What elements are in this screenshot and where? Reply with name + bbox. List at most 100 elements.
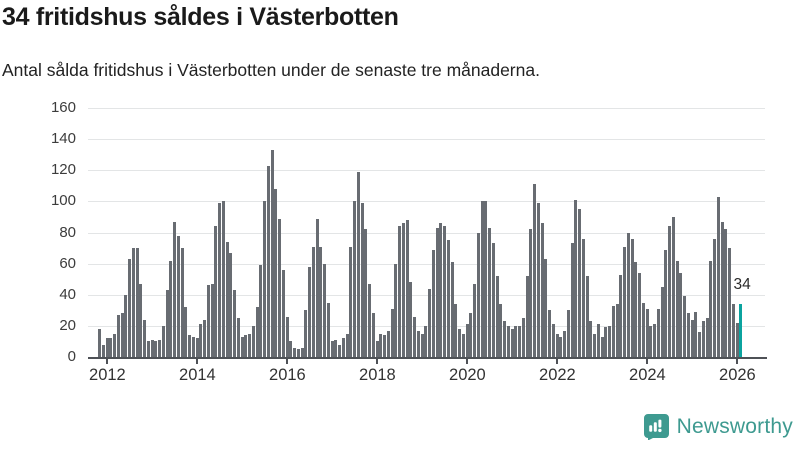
x-tick-label: 2020 <box>449 366 486 384</box>
bar <box>124 294 128 357</box>
bar <box>349 246 353 357</box>
bar <box>420 333 424 357</box>
bar <box>371 313 375 357</box>
bar <box>319 246 323 357</box>
bar <box>368 283 371 357</box>
bar <box>675 260 679 357</box>
bar <box>165 290 169 357</box>
bar <box>413 316 416 357</box>
gridline <box>88 232 765 234</box>
bar <box>510 329 514 357</box>
bar <box>544 258 548 357</box>
bar <box>679 272 683 357</box>
bar <box>630 238 634 357</box>
y-tick-label: 80 <box>59 223 76 241</box>
bar <box>495 276 499 357</box>
bar <box>443 226 446 357</box>
bar <box>98 329 101 357</box>
x-tick-label: 2022 <box>539 366 576 384</box>
bar <box>206 285 210 357</box>
newsworthy-brand-name: Newsworthy <box>676 414 793 438</box>
last-value-label: 34 <box>733 276 751 294</box>
bar <box>364 229 368 357</box>
bar <box>585 276 589 357</box>
bar <box>439 223 443 357</box>
newsworthy-brand-icon <box>643 414 669 440</box>
x-tick-label: 2024 <box>629 366 666 384</box>
bar <box>660 286 664 357</box>
bar <box>656 308 660 357</box>
bar <box>424 325 428 357</box>
bar <box>191 336 195 357</box>
bar <box>105 338 109 357</box>
bar <box>184 307 188 357</box>
x-tick-label: 2012 <box>89 366 126 384</box>
x-tick <box>106 359 109 364</box>
x-tick <box>376 359 379 364</box>
bar <box>131 248 135 357</box>
bar <box>281 269 285 357</box>
newsworthy-logo[interactable]: Newsworthy <box>643 413 793 440</box>
bar <box>161 325 165 357</box>
bar <box>731 304 735 357</box>
bar <box>626 232 630 357</box>
bar <box>480 201 484 357</box>
bar <box>244 335 248 357</box>
bar <box>383 335 386 357</box>
bar <box>574 199 578 357</box>
bar <box>581 238 585 357</box>
bar <box>289 341 293 357</box>
bar <box>735 322 739 357</box>
bar <box>589 321 593 357</box>
bar <box>454 304 458 357</box>
bar <box>570 243 574 357</box>
bar <box>716 196 720 357</box>
bar <box>173 221 176 357</box>
bar <box>210 283 214 357</box>
x-tick <box>286 359 289 364</box>
x-tick-label: 2014 <box>179 366 216 384</box>
bar <box>701 321 705 357</box>
y-tick-label: 0 <box>67 348 76 365</box>
bar <box>251 325 255 357</box>
bar <box>360 202 364 357</box>
bar <box>195 338 199 357</box>
bar <box>109 338 113 357</box>
bar <box>540 223 544 357</box>
bar <box>615 304 619 357</box>
bar <box>353 201 356 357</box>
bar <box>113 333 116 357</box>
bar <box>169 260 173 357</box>
bar <box>304 310 308 357</box>
highlight-bar <box>739 304 743 357</box>
bar <box>559 336 563 357</box>
bar <box>356 171 360 357</box>
bar <box>563 330 566 357</box>
x-tick <box>736 359 739 364</box>
bar <box>611 305 615 357</box>
bar <box>375 341 379 357</box>
bar <box>150 339 154 357</box>
bar <box>390 308 394 357</box>
bar <box>446 240 450 357</box>
bar <box>146 341 150 357</box>
y-tick-label: 40 <box>59 285 76 303</box>
x-tick-label: 2016 <box>269 366 306 384</box>
y-tick-label: 100 <box>50 192 76 210</box>
bar <box>229 252 233 357</box>
bar <box>533 184 536 357</box>
bar <box>686 313 690 357</box>
bar <box>259 265 263 357</box>
x-axis-line <box>88 357 767 359</box>
bar <box>394 263 398 357</box>
bar <box>548 310 551 357</box>
bar <box>386 330 390 357</box>
bar <box>323 263 326 357</box>
bar <box>506 325 510 357</box>
bar <box>101 344 105 357</box>
bar <box>608 325 611 357</box>
bar <box>278 218 281 357</box>
bar <box>180 248 184 357</box>
bar <box>116 314 120 357</box>
